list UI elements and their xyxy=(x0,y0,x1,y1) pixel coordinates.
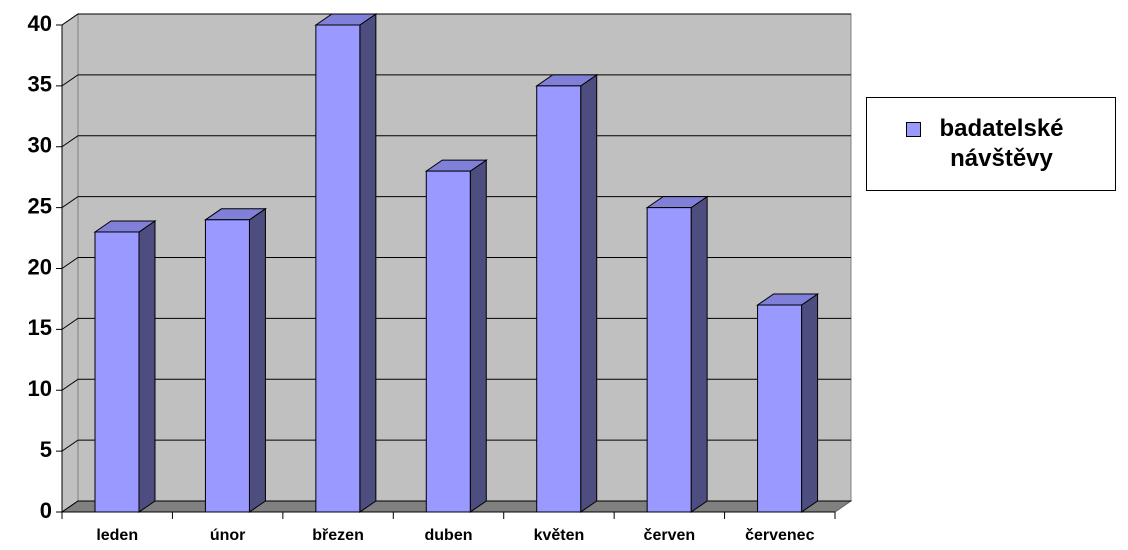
legend-entry: badatelské návštěvy xyxy=(905,114,1077,174)
bar-side xyxy=(248,207,266,513)
x-tick-label: leden xyxy=(96,527,138,544)
bar xyxy=(425,170,471,513)
x-tick-label: březen xyxy=(312,527,364,544)
bar xyxy=(757,304,803,513)
legend-label: badatelské návštěvy xyxy=(939,115,1064,172)
y-tick-label: 40 xyxy=(28,11,52,36)
bar-side xyxy=(359,13,377,513)
bar xyxy=(315,24,361,513)
y-tick-label: 0 xyxy=(40,498,52,523)
bar-side xyxy=(801,293,819,513)
x-tick-label: únor xyxy=(210,527,246,544)
bar-side xyxy=(580,73,598,513)
legend-swatch xyxy=(905,122,921,137)
x-tick-label: duben xyxy=(425,527,473,544)
bar-side xyxy=(690,195,708,513)
bar xyxy=(646,207,692,513)
bar xyxy=(94,231,140,513)
x-tick-label: červenec xyxy=(745,527,814,544)
bar-side xyxy=(138,220,156,513)
bar xyxy=(536,85,582,513)
x-tick-label: květen xyxy=(534,527,585,544)
legend: badatelské návštěvy xyxy=(866,97,1116,191)
y-tick-label: 15 xyxy=(28,315,52,340)
y-tick-label: 30 xyxy=(28,133,52,158)
y-tick-label: 5 xyxy=(40,437,52,462)
bar-side xyxy=(469,159,487,513)
y-tick-label: 25 xyxy=(28,193,52,218)
y-tick-label: 20 xyxy=(28,254,52,279)
bar xyxy=(204,219,250,513)
x-tick-label: červen xyxy=(644,527,696,544)
y-tick-label: 35 xyxy=(28,72,52,97)
y-tick-label: 10 xyxy=(28,376,52,401)
grid-line xyxy=(61,13,851,26)
